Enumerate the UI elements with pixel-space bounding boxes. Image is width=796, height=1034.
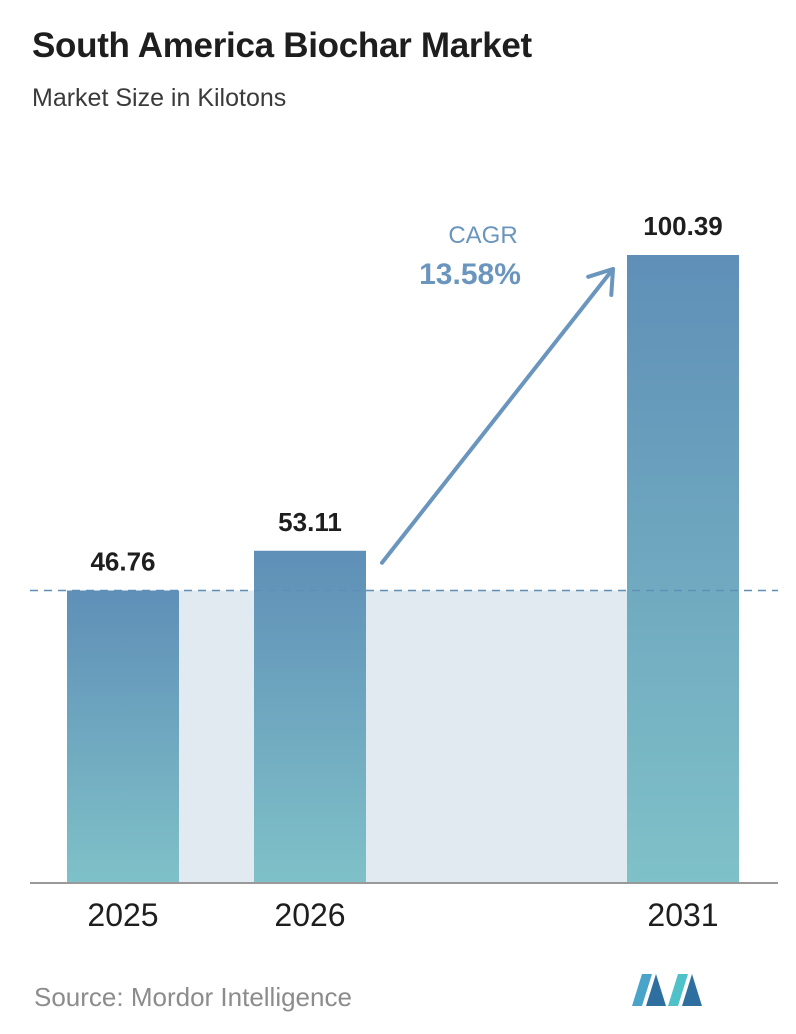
x-tick-label-2031: 2031 <box>647 897 718 933</box>
bar-2025 <box>67 590 179 883</box>
source-text: Source: Mordor Intelligence <box>34 982 352 1012</box>
mordor-intelligence-logo-icon <box>632 974 702 1006</box>
bar-chart: 46.76 2025 53.11 2026 100.39 2031 CAGR 13.58% <box>30 211 778 933</box>
cagr-arrow-head <box>586 267 615 297</box>
x-tick-label-2026: 2026 <box>274 897 345 933</box>
bar-2026 <box>254 550 366 883</box>
chart-subtitle: Market Size in Kilotons <box>32 84 287 112</box>
cagr-label: CAGR <box>448 222 517 249</box>
value-label-2031: 100.39 <box>643 211 723 241</box>
cagr-value: 13.58% <box>419 258 521 291</box>
chart-title: South America Biochar Market <box>32 26 532 65</box>
x-tick-label-2025: 2025 <box>87 897 158 933</box>
bar-2031 <box>627 255 739 883</box>
cagr-arrow <box>380 267 615 565</box>
value-label-2025: 46.76 <box>90 546 155 576</box>
value-label-2026: 53.11 <box>278 507 342 537</box>
